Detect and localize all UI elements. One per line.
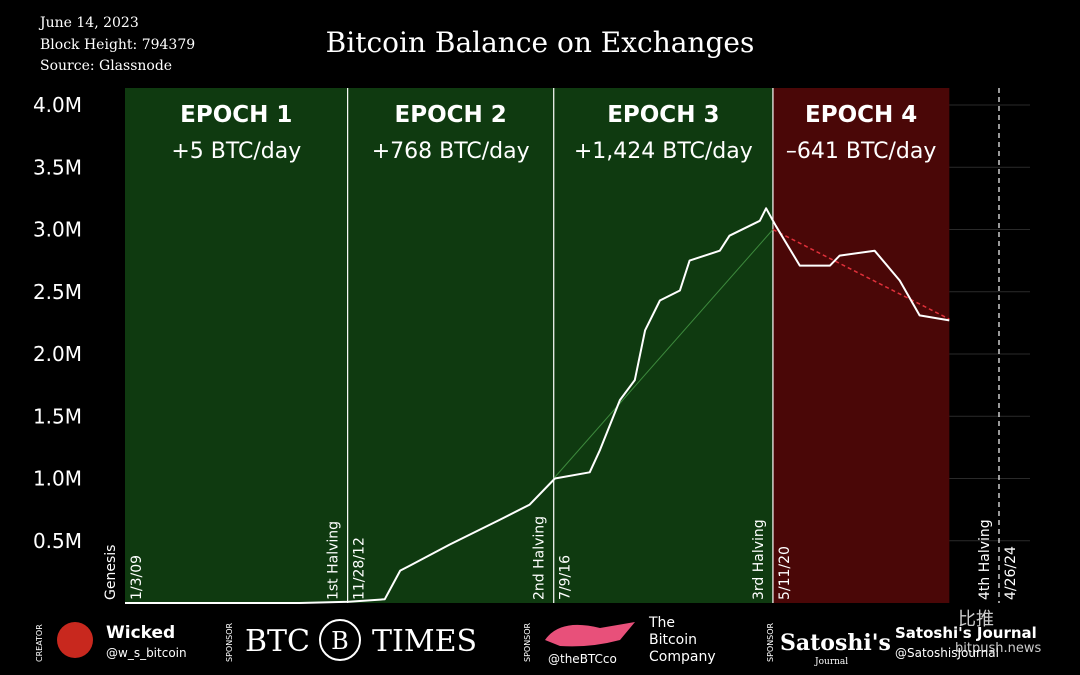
- sponsor-logo-text: Satoshi's: [780, 630, 891, 656]
- data-line: [125, 207, 950, 604]
- creator-logo: [57, 622, 93, 658]
- sponsor-name: Company: [649, 649, 716, 665]
- epoch-band: [125, 88, 348, 603]
- sponsor-name: TIMES: [372, 624, 477, 659]
- y-tick-label: 1.5M: [33, 404, 82, 428]
- sponsor-logo: [319, 619, 361, 661]
- epoch-band: [553, 88, 773, 603]
- y-tick-label: 2.0M: [33, 342, 82, 366]
- event-name: 2nd Halving: [532, 516, 548, 600]
- info-line: Source: Glassnode: [40, 58, 172, 74]
- y-tick-label: 4.0M: [33, 93, 82, 117]
- epoch-name: EPOCH 4: [805, 102, 917, 128]
- event-date: 5/11/20: [777, 546, 793, 600]
- footer: CREATOR Wicked @w_s_bitcoin SPONSOR BTC …: [35, 609, 1041, 667]
- epoch-name: EPOCH 2: [395, 102, 507, 128]
- event-date: 7/9/16: [558, 555, 574, 600]
- y-tick-label: 1.0M: [33, 467, 82, 491]
- y-tick-label: 0.5M: [33, 529, 82, 553]
- watermark: 比推: [958, 609, 994, 630]
- event-name: 1st Halving: [326, 521, 342, 600]
- watermark: bitpush.news: [955, 641, 1041, 656]
- creator-handle: @w_s_bitcoin: [106, 646, 187, 660]
- epoch-rate: +5 BTC/day: [171, 139, 301, 164]
- sponsor-handle: @SatoshisJournal: [895, 646, 999, 660]
- sponsor-tag: SPONSOR: [225, 622, 234, 662]
- y-tick-label: 2.5M: [33, 280, 82, 304]
- epoch-band: [347, 88, 554, 603]
- y-tick-label: 3.0M: [33, 218, 82, 242]
- sponsor-tag: SPONSOR: [523, 622, 532, 662]
- event-name: Genesis: [103, 545, 119, 600]
- epoch-rate: –641 BTC/day: [786, 139, 936, 164]
- data-line: [772, 228, 950, 320]
- sponsor-tag: SPONSOR: [766, 622, 775, 662]
- sponsor-logo-text: Journal: [814, 657, 848, 667]
- plot: 0.5M 1.0M 1.5M 2.0M 2.5M 3.0M 3.5M 4.0M EPOCH 1 +…: [33, 88, 1030, 604]
- y-tick-label: 3.5M: [33, 155, 82, 179]
- event-date: 4/26/24: [1003, 546, 1019, 600]
- sponsor-logo: [545, 622, 635, 647]
- epoch-name: EPOCH 3: [607, 102, 719, 128]
- epoch-name: EPOCH 1: [180, 102, 292, 128]
- epoch-rate: +768 BTC/day: [372, 139, 530, 164]
- info-line: June 14, 2023: [38, 15, 139, 31]
- epoch-band: [772, 88, 950, 603]
- event-name: 4th Halving: [977, 519, 993, 600]
- sponsor-name: The: [648, 615, 675, 631]
- sponsor-handle: @theBTCco: [548, 652, 617, 666]
- info-line: Block Height: 794379: [40, 37, 195, 53]
- event-date: 1/3/09: [129, 555, 145, 600]
- data-line: [553, 229, 774, 479]
- sponsor-name: BTC: [245, 624, 310, 659]
- event-date: 11/28/12: [352, 537, 368, 600]
- chart-title: Bitcoin Balance on Exchanges: [326, 26, 755, 59]
- epoch-rate: +1,424 BTC/day: [574, 139, 753, 164]
- creator-tag: CREATOR: [35, 624, 44, 662]
- sponsor-name: Satoshi's Journal: [895, 624, 1037, 642]
- creator-name: Wicked: [106, 623, 175, 643]
- event-name: 3rd Halving: [751, 519, 767, 600]
- sponsor-name: Bitcoin: [649, 632, 697, 648]
- sponsor-logo-letter: B: [331, 627, 349, 655]
